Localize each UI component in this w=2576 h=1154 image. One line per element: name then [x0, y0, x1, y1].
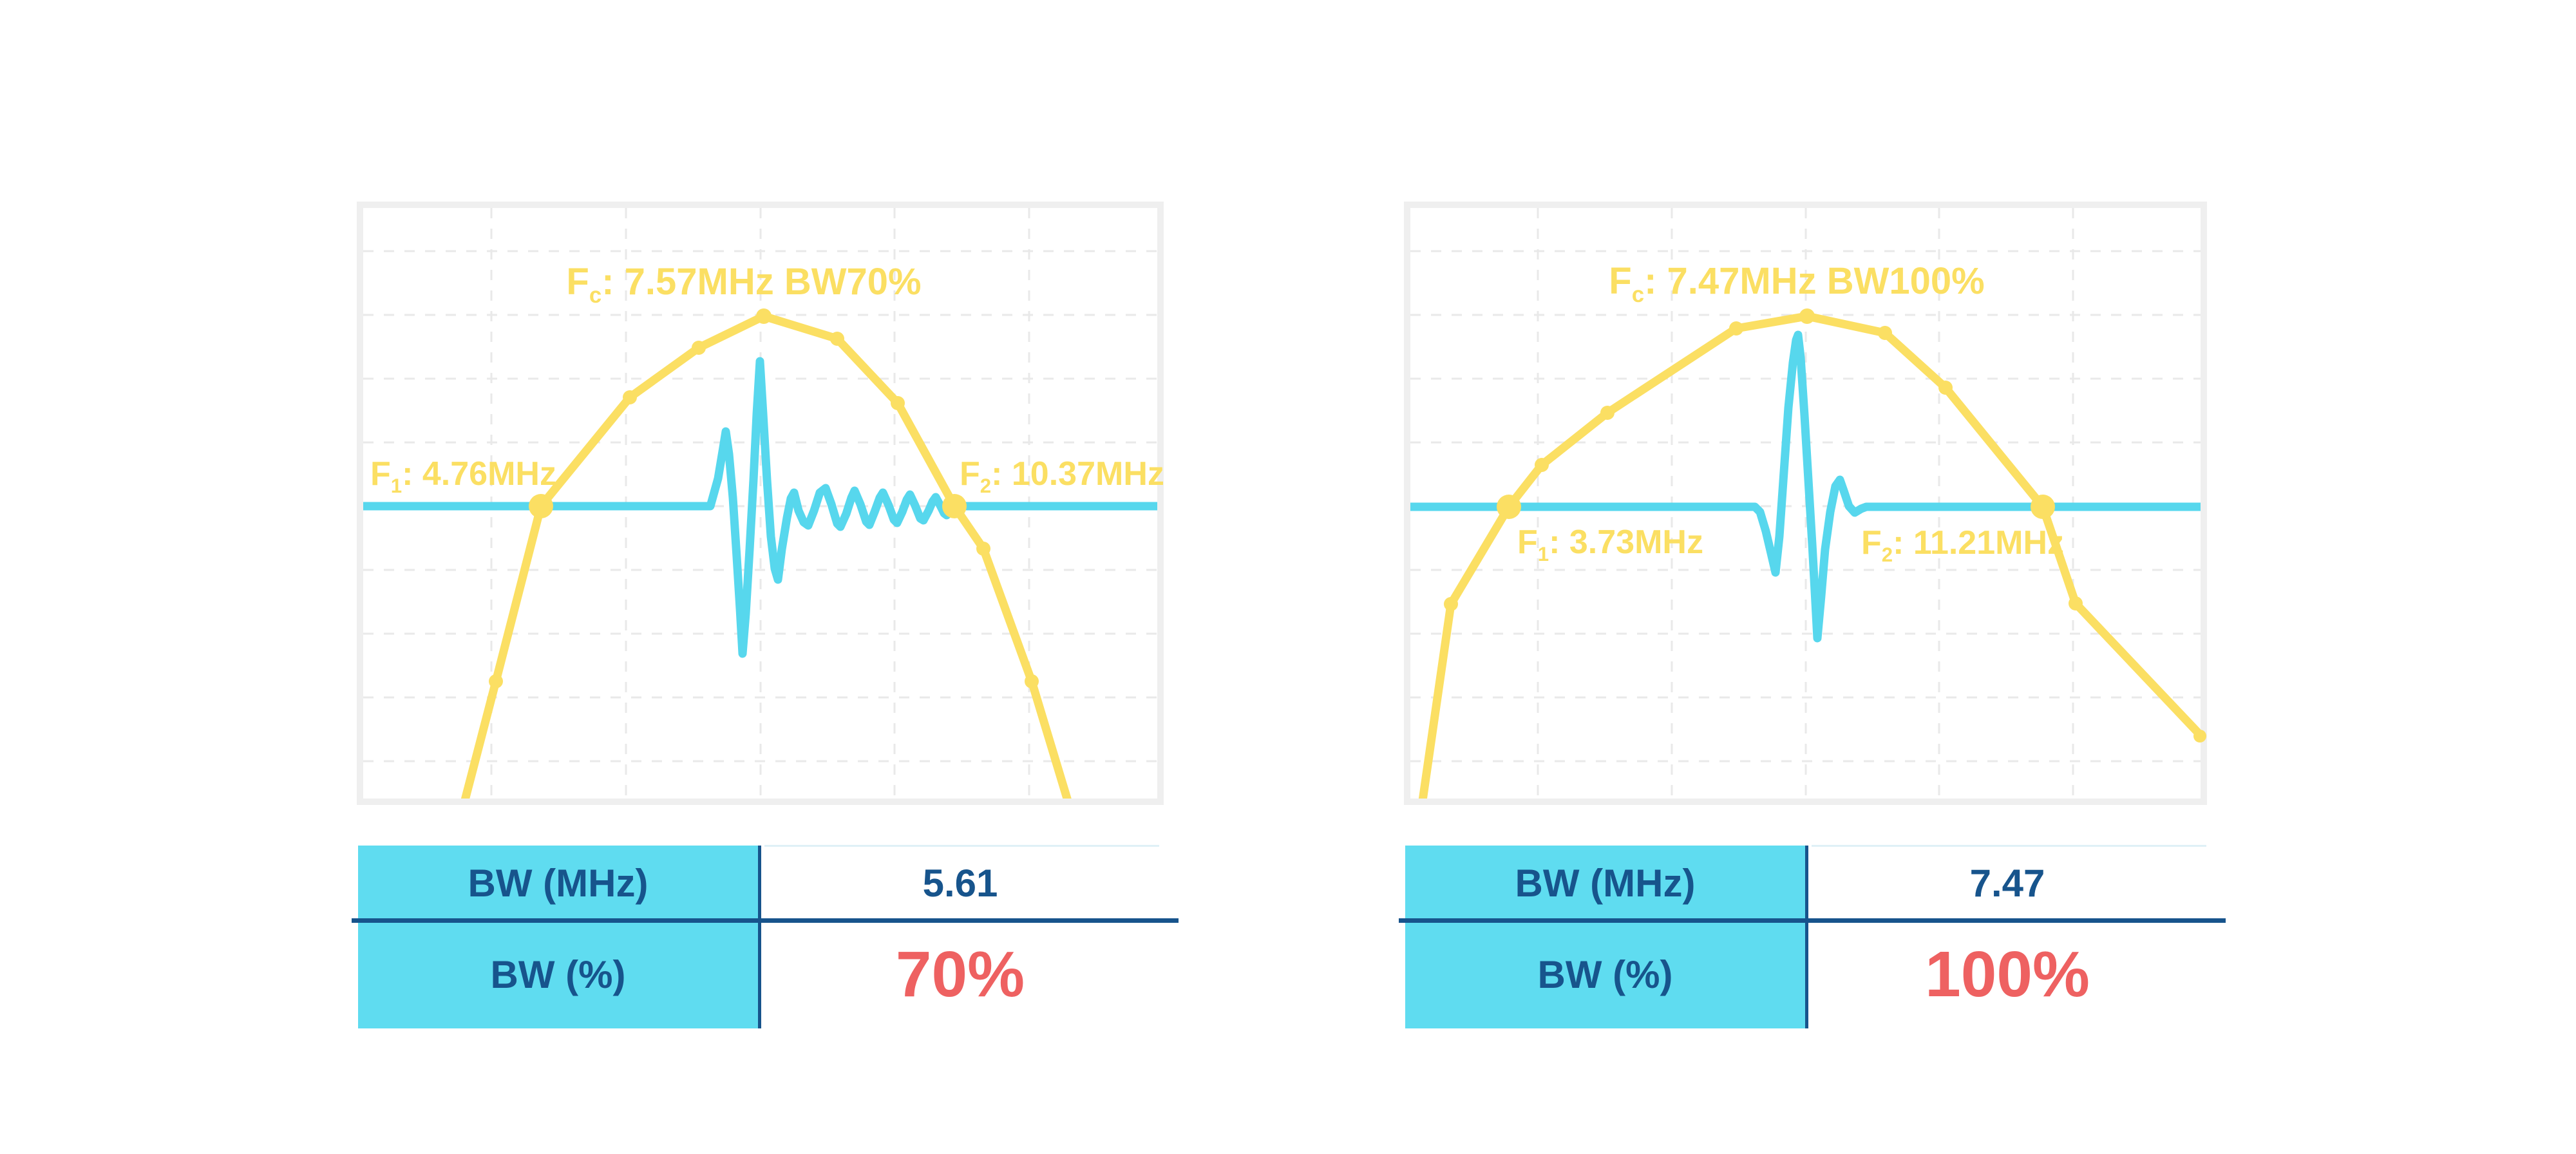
bw-mhz-value-cell: 7.47 — [1808, 846, 2206, 920]
fc-subscript: c — [589, 283, 602, 308]
table-top-hairline — [1812, 845, 2206, 847]
bw-pct-value-cell: 100% — [1808, 920, 2206, 1028]
f1-value-text: : 4.76MHz — [402, 455, 556, 493]
fc-prefix: F — [1609, 260, 1632, 302]
bw-mhz-value: 5.61 — [922, 861, 998, 905]
table-top-hairline — [764, 845, 1159, 847]
f2-annotation: F2: 11.21MHz — [1861, 526, 2064, 565]
bw-pct-value-cell: 70% — [761, 920, 1159, 1028]
bw-table: BW (MHz) 5.61 BW (%) 70% — [352, 845, 1179, 1028]
bw-pct-header: BW (%) — [490, 952, 626, 996]
f2-subscript: 2 — [980, 474, 992, 497]
fc-value-text: : 7.47MHz BW100% — [1644, 260, 1985, 302]
f1-value-text: : 3.73MHz — [1549, 523, 1703, 561]
fc-value-text: : 7.57MHz BW70% — [601, 260, 922, 303]
f2-prefix: F — [1861, 524, 1882, 562]
f1-annotation: F1: 4.76MHz — [370, 457, 556, 496]
fc-annotation: Fc: 7.57MHz BW70% — [566, 263, 921, 307]
bw-mhz-header: BW (MHz) — [1515, 861, 1696, 905]
chart-bw100: Fc: 7.47MHz BW100% F1: 3.73MHz F2: 11.21… — [1404, 202, 2207, 805]
f1-prefix: F — [1517, 523, 1538, 561]
bw-mhz-header-cell: BW (MHz) — [1405, 846, 1808, 920]
bw-pct-header: BW (%) — [1537, 952, 1673, 996]
bw-mhz-header-cell: BW (MHz) — [358, 846, 761, 920]
bw-pct-header-cell: BW (%) — [358, 920, 761, 1028]
fc-prefix: F — [566, 260, 589, 303]
bw-pct-header-cell: BW (%) — [1405, 920, 1808, 1028]
chart-bw100-canvas — [1404, 202, 2207, 805]
f2-annotation: F2: 10.37MHz — [960, 457, 1164, 496]
f2-prefix: F — [960, 455, 980, 493]
bw-table: BW (MHz) 7.47 BW (%) 100% — [1399, 845, 2226, 1028]
table-row-separator — [1399, 918, 2226, 923]
table-row-separator — [352, 918, 1179, 923]
f2-subscript: 2 — [1881, 543, 1893, 566]
chart-bw70: Fc: 7.57MHz BW70% F1: 4.76MHz F2: 10.37M… — [357, 202, 1164, 805]
bw-pct-value: 70% — [895, 938, 1025, 1010]
bw-pct-value: 100% — [1925, 938, 2090, 1010]
bw-mhz-value: 7.47 — [1969, 861, 2045, 905]
f1-subscript: 1 — [1537, 542, 1549, 565]
bw-mhz-header: BW (MHz) — [468, 861, 649, 905]
chart-bw70-canvas — [357, 202, 1164, 805]
fc-annotation: Fc: 7.47MHz BW100% — [1609, 260, 1985, 308]
f2-value-text: : 10.37MHz — [991, 455, 1164, 493]
bw-mhz-value-cell: 5.61 — [761, 846, 1159, 920]
f1-subscript: 1 — [390, 474, 402, 497]
f1-prefix: F — [370, 455, 391, 493]
fc-subscript: c — [1631, 282, 1645, 308]
f1-annotation: F1: 3.73MHz — [1517, 525, 1703, 564]
f2-value-text: : 11.21MHz — [1893, 524, 2065, 562]
